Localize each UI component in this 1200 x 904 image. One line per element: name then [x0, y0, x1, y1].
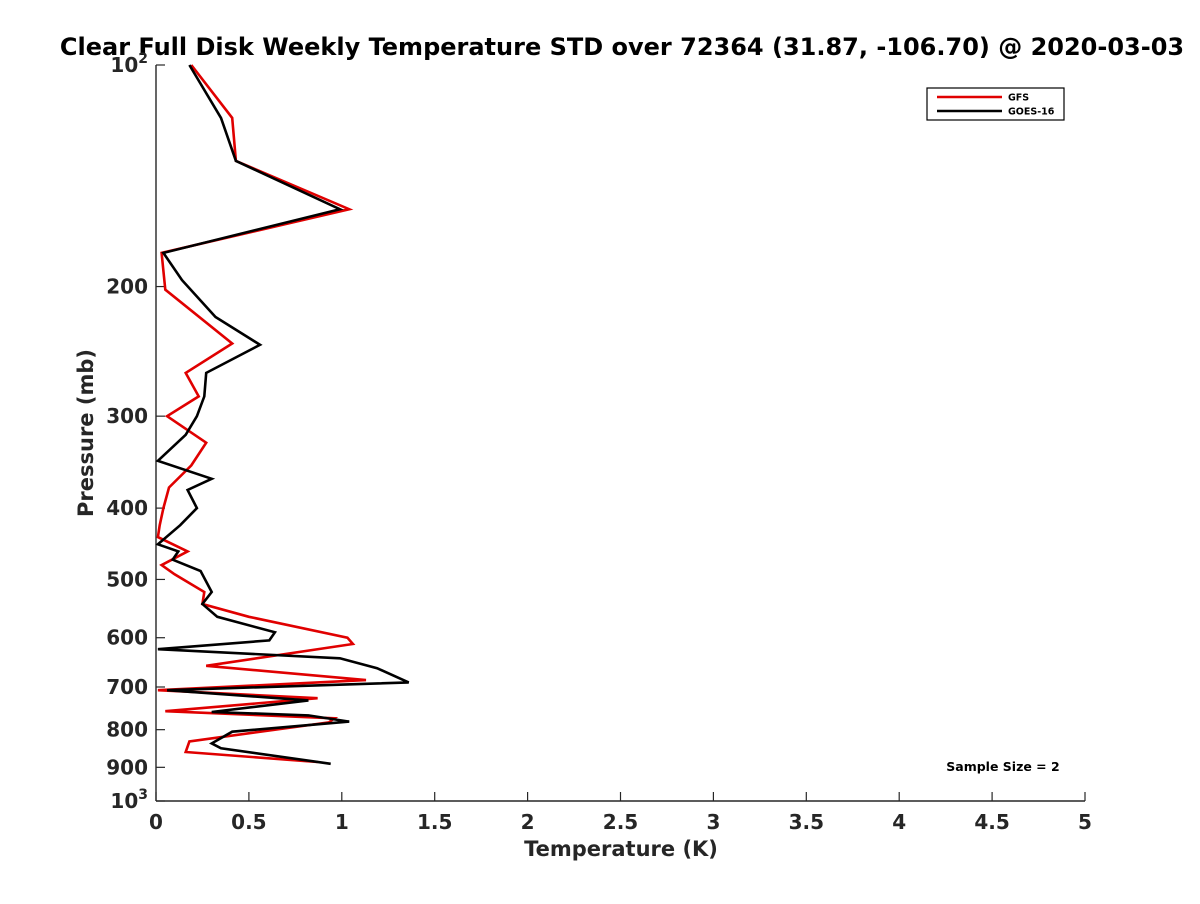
legend-box: [926, 87, 1065, 121]
legend-label: GOES-16: [1008, 107, 1055, 118]
y-tick-label: 800: [106, 718, 148, 742]
x-tick-label: 4.5: [974, 810, 1009, 834]
y-tick-label: 103: [110, 787, 148, 813]
series-line-goes-16: [155, 64, 410, 766]
y-tick-label: 900: [106, 755, 148, 779]
y-axis-label: Pressure (mb): [74, 349, 98, 517]
y-tick-label: 500: [106, 567, 148, 591]
x-tick-label: 1.5: [417, 810, 452, 834]
x-tick-label: 0.5: [231, 810, 266, 834]
x-tick-label: 5: [1078, 810, 1092, 834]
series-lines: [155, 64, 410, 766]
x-tick-label: 0: [149, 810, 163, 834]
x-axis-label: Temperature (K): [524, 837, 718, 861]
y-tick-label: 700: [106, 675, 148, 699]
chart-title: Clear Full Disk Weekly Temperature STD o…: [60, 33, 1184, 61]
x-tick-label: 2.5: [603, 810, 638, 834]
x-tick-label: 2: [521, 810, 535, 834]
legend: GFS GOES-16: [926, 87, 1065, 121]
y-tick-label: 400: [106, 496, 148, 520]
y-tick-label: 200: [106, 275, 148, 299]
x-tick-label: 3.5: [789, 810, 824, 834]
sample-size-annotation: Sample Size = 2: [946, 759, 1059, 774]
x-tick-label: 1: [335, 810, 349, 834]
axes: 0 0.5 1 1.5 2 2.5 3 3.5 4 4.5 5 102 200 300 400 500 600 7…: [106, 51, 1092, 834]
x-tick-label: 4: [892, 810, 906, 834]
legend-label: GFS: [1008, 93, 1029, 104]
y-tick-label: 600: [106, 626, 148, 650]
y-tick-label: 102: [110, 51, 148, 77]
x-tick-label: 3: [706, 810, 720, 834]
y-tick-label: 300: [106, 404, 148, 428]
